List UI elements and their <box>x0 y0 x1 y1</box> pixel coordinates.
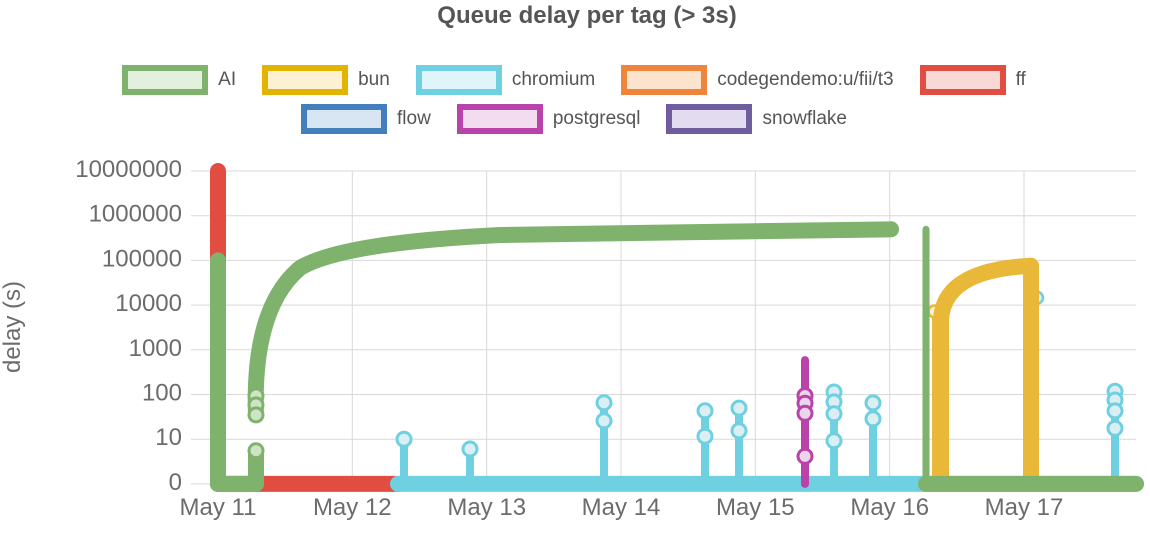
svg-text:May 12: May 12 <box>313 494 392 521</box>
svg-text:0: 0 <box>169 469 182 496</box>
svg-text:delay (s): delay (s) <box>0 281 26 373</box>
svg-text:May 11: May 11 <box>180 494 257 521</box>
svg-text:10000000: 10000000 <box>75 156 182 183</box>
svg-text:1000000: 1000000 <box>89 201 182 228</box>
svg-text:May 13: May 13 <box>447 494 526 521</box>
svg-text:May 17: May 17 <box>985 494 1064 521</box>
svg-text:10: 10 <box>155 424 182 451</box>
svg-text:May 15: May 15 <box>716 494 795 521</box>
svg-text:100: 100 <box>142 380 182 407</box>
svg-text:May 14: May 14 <box>582 494 661 521</box>
svg-text:1000: 1000 <box>129 335 182 362</box>
svg-text:100000: 100000 <box>102 245 182 272</box>
svg-text:May 16: May 16 <box>850 494 929 521</box>
svg-text:10000: 10000 <box>115 290 182 317</box>
